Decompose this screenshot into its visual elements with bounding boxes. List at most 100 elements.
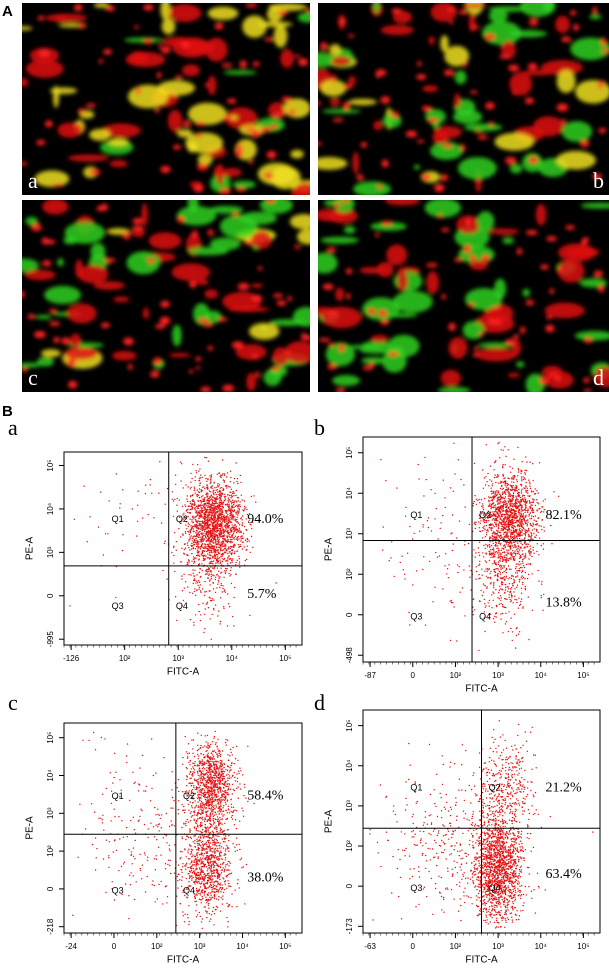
nucleus [346, 292, 351, 300]
event-dot [515, 512, 517, 515]
event-dot [207, 511, 209, 513]
event-dot [449, 487, 452, 489]
event-dot [230, 777, 232, 779]
event-dot [498, 556, 500, 559]
nucleus [593, 270, 604, 277]
event-dot [523, 487, 525, 489]
event-dot [208, 501, 210, 503]
event-dot [192, 572, 194, 574]
event-dot [219, 493, 221, 495]
event-dot [486, 570, 488, 573]
event-dot [210, 566, 212, 568]
nucleus [460, 144, 466, 152]
event-dot [231, 526, 234, 528]
event-dot [187, 563, 189, 565]
event-dot [413, 532, 415, 535]
event-dot [521, 529, 523, 531]
event-dot [214, 500, 216, 502]
cell-blob [205, 37, 228, 62]
event-dot [525, 529, 528, 532]
event-dot [184, 531, 187, 533]
event-dot [189, 509, 191, 511]
event-dot [209, 540, 211, 543]
event-dot [209, 579, 211, 581]
event-dot [209, 527, 211, 529]
event-dot [495, 516, 497, 518]
event-dot [185, 767, 187, 769]
event-dot [530, 533, 533, 535]
event-dot [486, 586, 488, 588]
nucleus [270, 367, 281, 371]
event-dot [223, 805, 225, 807]
event-dot [202, 588, 204, 590]
event-dot [137, 490, 139, 492]
event-dot [491, 538, 494, 540]
event-dot [481, 505, 483, 507]
event-dot [216, 547, 218, 549]
event-dot [214, 555, 217, 558]
event-dot [447, 577, 450, 579]
event-dot [495, 552, 497, 554]
event-dot [232, 499, 234, 501]
event-dot [210, 752, 213, 754]
event-dot [221, 518, 224, 520]
event-dot [495, 612, 497, 615]
event-dot [505, 612, 507, 614]
cell-blob [387, 334, 420, 358]
cell-blob [579, 278, 608, 288]
event-dot [214, 487, 216, 489]
event-dot [200, 791, 203, 794]
event-dot [224, 524, 227, 526]
event-dot [498, 598, 500, 600]
event-dot [202, 555, 205, 557]
event-dot [514, 550, 516, 552]
event-dot [521, 461, 523, 463]
event-dot [217, 521, 219, 523]
event-dot [511, 543, 513, 545]
nucleus [328, 343, 335, 347]
event-dot [490, 544, 493, 547]
event-dot [241, 535, 243, 537]
event-dot [206, 514, 208, 517]
event-dot [218, 504, 220, 506]
event-dot [206, 773, 208, 776]
event-dot [164, 540, 166, 542]
cell-blob [56, 15, 67, 22]
event-dot [227, 560, 229, 562]
event-dot [507, 501, 510, 503]
event-dot [500, 508, 502, 510]
event-dot [499, 537, 502, 540]
event-dot [500, 565, 503, 567]
event-dot [474, 527, 476, 530]
event-dot [209, 570, 211, 573]
event-dot [190, 525, 192, 527]
event-dot [190, 495, 192, 497]
event-dot [204, 554, 206, 556]
event-dot [194, 508, 196, 510]
event-dot [513, 519, 515, 521]
event-dot [236, 501, 238, 503]
event-dot [212, 504, 214, 507]
event-dot [235, 526, 238, 528]
cell-blob [67, 154, 109, 162]
event-dot [520, 555, 522, 557]
cell-blob [319, 79, 347, 97]
event-dot [515, 514, 518, 516]
event-dot [489, 583, 492, 585]
cell-blob [387, 312, 418, 318]
event-dot [226, 472, 229, 474]
nucleus [257, 266, 263, 271]
event-dot [184, 516, 187, 519]
event-dot [493, 556, 495, 558]
event-dot [481, 530, 484, 532]
event-dot [497, 561, 500, 563]
cell-blob [509, 163, 523, 174]
x-axis-label: FITC-A [167, 667, 200, 678]
event-dot [502, 529, 504, 532]
event-dot [239, 506, 241, 508]
event-dot [541, 581, 543, 583]
event-dot [497, 507, 500, 509]
event-dot [512, 584, 514, 587]
event-dot [196, 574, 198, 576]
